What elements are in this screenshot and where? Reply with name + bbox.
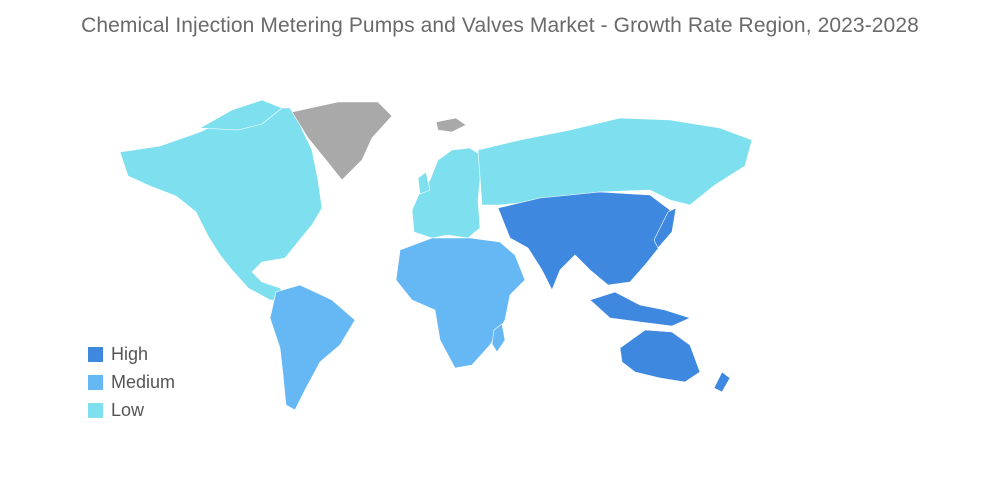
region-africa-mideast bbox=[395, 237, 526, 369]
legend-label-medium: Medium bbox=[111, 371, 176, 392]
legend-label-high: High bbox=[111, 343, 149, 364]
region-new-zealand bbox=[713, 371, 731, 393]
region-south-america bbox=[269, 284, 356, 411]
region-greenland bbox=[291, 101, 393, 181]
region-southeast-asia-islands bbox=[589, 291, 691, 327]
region-iceland bbox=[435, 117, 467, 133]
chart-title: Chemical Injection Metering Pumps and Va… bbox=[81, 14, 919, 37]
region-madagascar bbox=[491, 323, 506, 353]
legend-swatch-low bbox=[88, 402, 103, 418]
region-australia bbox=[619, 329, 701, 383]
legend: High Medium Low bbox=[88, 340, 175, 424]
region-japan bbox=[653, 207, 677, 249]
region-uk bbox=[417, 171, 431, 195]
legend-item-high: High bbox=[88, 340, 175, 368]
legend-item-medium: Medium bbox=[88, 368, 175, 396]
region-asia-pacific bbox=[497, 191, 671, 291]
legend-item-low: Low bbox=[88, 396, 175, 424]
region-russia bbox=[477, 117, 753, 206]
region-arctic-islands bbox=[199, 99, 283, 131]
legend-label-low: Low bbox=[111, 399, 145, 420]
legend-swatch-high bbox=[88, 346, 103, 362]
region-north-america bbox=[119, 107, 323, 301]
legend-swatch-medium bbox=[88, 374, 103, 390]
